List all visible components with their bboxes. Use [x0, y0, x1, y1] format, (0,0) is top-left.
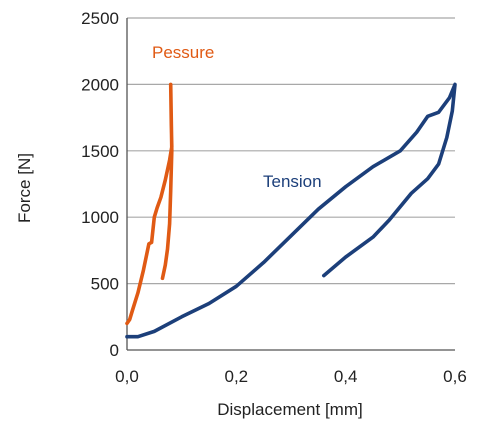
y-tick-label-500: 500: [91, 275, 119, 294]
x-tick-label-0: 0,0: [115, 367, 139, 386]
series-label-tension: Tension: [263, 172, 322, 191]
series-layer: [125, 82, 457, 339]
x-tick-label-2: 0,4: [334, 367, 358, 386]
series-line-pessure: [125, 82, 174, 326]
series-label-pessure: Pessure: [152, 43, 214, 62]
series-line-tension: [125, 82, 457, 339]
y-tick-label-1000: 1000: [81, 208, 119, 227]
axis-layer: 0 500 1000 1500 2000 2500 0,0 0,2 0,4 0,6: [81, 9, 467, 386]
x-axis-label: Displacement [mm]: [217, 400, 362, 419]
y-tick-label-0: 0: [110, 341, 119, 360]
y-axis-label: Force [N]: [15, 153, 34, 223]
label-layer: Force [N] Displacement [mm] Pessure Tens…: [15, 43, 363, 419]
x-tick-label-1: 0,2: [225, 367, 249, 386]
y-tick-label-2000: 2000: [81, 75, 119, 94]
grid-layer: [127, 17, 455, 285]
x-tick-label-3: 0,6: [443, 367, 467, 386]
y-tick-label-1500: 1500: [81, 142, 119, 161]
y-tick-label-2500: 2500: [81, 9, 119, 28]
